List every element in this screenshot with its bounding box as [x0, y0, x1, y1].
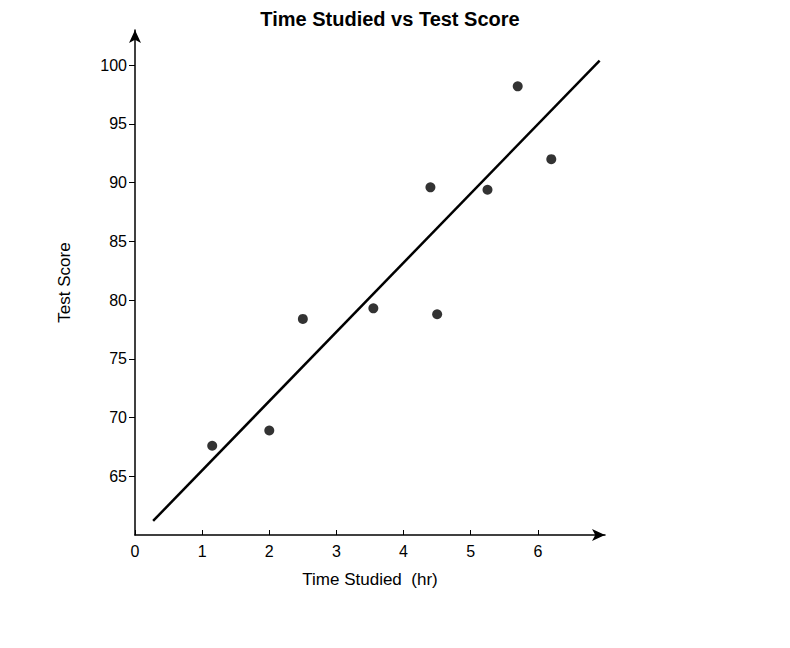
svg-text:0: 0 — [131, 543, 140, 560]
svg-text:80: 80 — [109, 292, 127, 309]
svg-text:Test Score: Test Score — [55, 242, 74, 322]
svg-text:90: 90 — [109, 174, 127, 191]
svg-text:6: 6 — [533, 543, 542, 560]
svg-text:4: 4 — [399, 543, 408, 560]
svg-text:Time Studied (hr): Time Studied (hr) — [302, 570, 437, 589]
svg-text:75: 75 — [109, 350, 127, 367]
svg-text:85: 85 — [109, 233, 127, 250]
svg-text:95: 95 — [109, 115, 127, 132]
svg-text:Time Studied vs Test Score: Time Studied vs Test Score — [260, 8, 519, 30]
svg-text:5: 5 — [466, 543, 475, 560]
svg-text:3: 3 — [332, 543, 341, 560]
svg-text:1: 1 — [198, 543, 207, 560]
svg-text:100: 100 — [100, 57, 127, 74]
svg-text:70: 70 — [109, 409, 127, 426]
svg-text:65: 65 — [109, 468, 127, 485]
svg-text:2: 2 — [265, 543, 274, 560]
